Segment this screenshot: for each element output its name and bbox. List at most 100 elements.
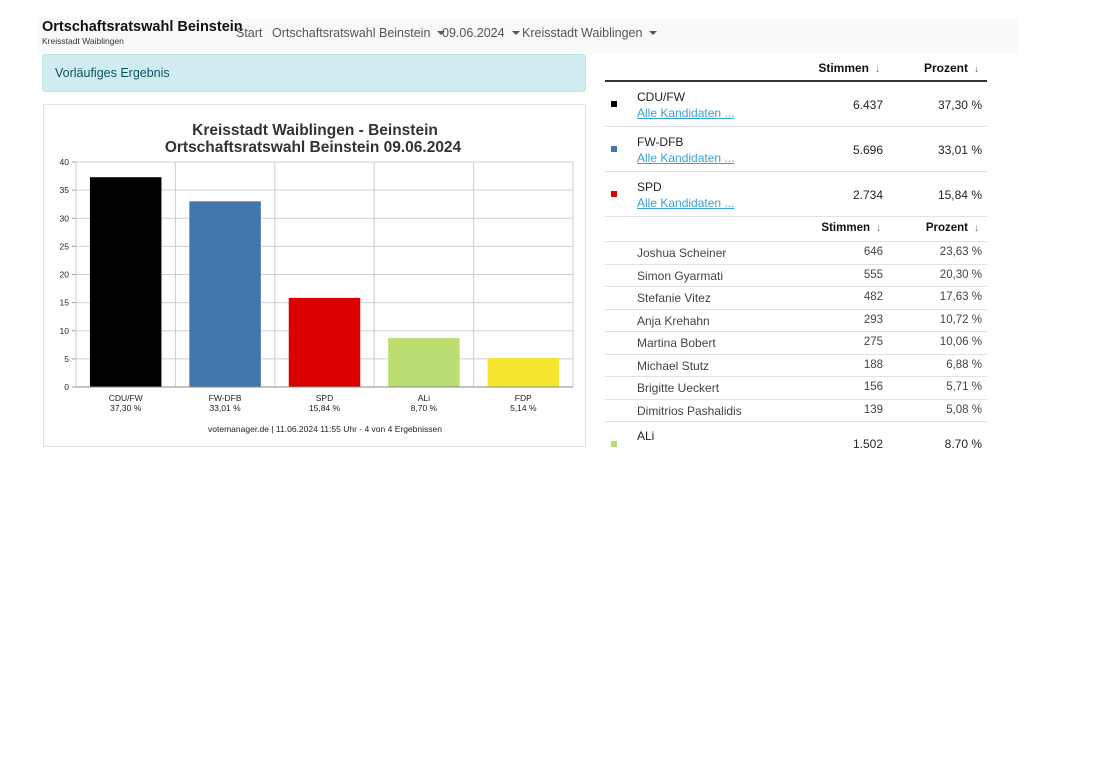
x-percent-label: 33,01 % — [209, 403, 241, 413]
party-percent: 8.70 % — [944, 437, 982, 451]
nav-election-dropdown[interactable]: Ortschaftsratswahl Beinstein — [272, 26, 446, 40]
candidate-votes-header-label: Stimmen — [821, 222, 870, 234]
chart-bar — [288, 297, 361, 387]
party-name: SPD — [637, 180, 662, 194]
x-category-label: FW-DFB — [209, 393, 242, 403]
chevron-down-icon — [511, 31, 520, 35]
candidate-name: Michael Stutz — [637, 358, 710, 373]
candidate-row: Joshua Scheiner 646 23,63 % — [605, 242, 987, 265]
table-header: Stimmen ↓ Prozent ↓ — [605, 54, 987, 82]
candidate-percent: 23,63 % — [939, 246, 982, 258]
candidate-name: Anja Krehahn — [637, 313, 710, 328]
candidate-votes: 139 — [863, 403, 883, 416]
y-tick-label: 30 — [60, 213, 70, 223]
party-votes: 2.734 — [852, 188, 883, 202]
x-percent-label: 5,14 % — [510, 403, 537, 413]
party-color-square-icon — [611, 191, 617, 197]
candidate-name: Brigitte Ueckert — [637, 381, 720, 395]
party-row-ali: ALi 1.502 8.70 % — [605, 422, 987, 451]
nav-region-label: Kreisstadt Waiblingen — [522, 26, 643, 40]
party-votes: 5.696 — [852, 143, 883, 157]
party-row: FW-DFB Alle Kandidaten ... 5.696 33,01 % — [605, 127, 987, 172]
candidate-row: Dimitrios Pashalidis 139 5,08 % — [605, 400, 987, 422]
chevron-down-icon — [649, 31, 658, 35]
all-candidates-link[interactable]: Alle Kandidaten ... — [637, 196, 735, 210]
y-tick-label: 35 — [60, 185, 70, 195]
chart-card: Kreisstadt Waiblingen - Beinstein Ortsch… — [43, 104, 586, 447]
candidate-percent: 5,71 % — [946, 381, 982, 393]
candidate-percent-column-header[interactable]: Prozent ↓ — [926, 222, 979, 234]
candidate-votes: 646 — [863, 246, 883, 258]
candidate-votes: 293 — [863, 313, 883, 326]
sort-arrow-icon: ↓ — [974, 64, 979, 75]
candidate-percent: 17,63 % — [939, 291, 982, 303]
party-votes: 1.502 — [852, 437, 883, 451]
sort-arrow-icon: ↓ — [876, 223, 881, 234]
party-color-square-icon — [611, 101, 617, 107]
chart-title: Kreisstadt Waiblingen - Beinstein — [192, 122, 438, 139]
votes-header-label: Stimmen — [818, 61, 869, 75]
party-votes: 6.437 — [852, 98, 883, 112]
alert-text: Vorläufiges Ergebnis — [55, 66, 170, 80]
party-name: ALi — [637, 429, 655, 443]
nav-date-label: 09.06.2024 — [442, 26, 505, 40]
party-name: FW-DFB — [637, 135, 684, 149]
votes-column-header[interactable]: Stimmen ↓ — [818, 61, 880, 75]
nav-region-dropdown[interactable]: Kreisstadt Waiblingen — [522, 26, 658, 40]
preliminary-result-alert: Vorläufiges Ergebnis — [42, 54, 586, 92]
y-tick-label: 10 — [60, 326, 70, 336]
brand[interactable]: Ortschaftsratswahl Beinstein Kreisstadt … — [42, 18, 243, 47]
results-bar-chart: Kreisstadt Waiblingen - Beinstein Ortsch… — [60, 122, 574, 434]
all-candidates-link[interactable]: Alle Kandidaten ... — [637, 151, 735, 165]
candidate-percent: 6,88 % — [946, 358, 982, 371]
party-percent: 15,84 % — [937, 188, 982, 202]
candidate-name: Joshua Scheiner — [637, 246, 727, 260]
brand-title[interactable]: Ortschaftsratswahl Beinstein — [42, 19, 243, 35]
nav-start[interactable]: Start — [236, 26, 262, 40]
party-row: SPD Alle Kandidaten ... 2.734 15,84 % — [605, 172, 987, 217]
percent-header-label: Prozent — [923, 61, 968, 75]
percent-column-header[interactable]: Prozent ↓ — [924, 61, 979, 75]
candidate-name: Simon Gyarmati — [637, 268, 724, 283]
nav-date-dropdown[interactable]: 09.06.2024 — [442, 26, 520, 40]
brand-subtitle: Kreisstadt Waiblingen — [42, 36, 124, 46]
candidate-row: Martina Bobert 275 10,06 % — [605, 332, 987, 355]
party-row: CDU/FW Alle Kandidaten ... 6.437 37,30 % — [605, 82, 987, 127]
candidate-votes: 275 — [863, 336, 883, 348]
candidate-percent: 20,30 % — [939, 268, 982, 281]
candidate-percent: 5,08 % — [946, 403, 982, 416]
x-category-label: CDU/FW — [109, 393, 143, 403]
y-tick-label: 0 — [64, 382, 69, 392]
chart-bar — [89, 177, 162, 387]
candidate-row: Brigitte Ueckert 156 5,71 % — [605, 377, 987, 400]
y-tick-label: 5 — [64, 354, 69, 364]
candidate-name: Martina Bobert — [637, 336, 716, 350]
y-tick-label: 25 — [60, 241, 70, 251]
x-percent-label: 15,84 % — [309, 403, 341, 413]
chevron-down-icon — [437, 31, 446, 35]
candidate-percent: 10,72 % — [939, 313, 982, 326]
chart-bar — [189, 201, 261, 387]
x-category-label: ALi — [418, 393, 430, 403]
nav-election-label: Ortschaftsratswahl Beinstein — [272, 26, 431, 40]
all-candidates-link[interactable]: Alle Kandidaten ... — [637, 106, 735, 120]
candidate-name: Dimitrios Pashalidis — [637, 403, 742, 418]
party-percent: 37,30 % — [937, 98, 982, 112]
chart-subtitle: Ortschaftsratswahl Beinstein 09.06.2024 — [165, 139, 462, 156]
chart-bar — [388, 338, 460, 387]
y-tick-label: 20 — [60, 270, 70, 280]
chart-bar — [487, 358, 560, 387]
nav-start-label: Start — [236, 26, 263, 40]
candidate-votes: 482 — [863, 291, 883, 303]
candidate-table-header: Stimmen ↓ Prozent ↓ — [605, 216, 987, 242]
sort-arrow-icon: ↓ — [974, 223, 979, 234]
sort-arrow-icon: ↓ — [875, 64, 880, 75]
x-percent-label: 37,30 % — [110, 403, 142, 413]
navbar: Ortschaftsratswahl Beinstein Kreisstadt … — [37, 18, 1019, 54]
y-tick-label: 40 — [60, 157, 70, 167]
candidate-votes: 555 — [863, 268, 883, 281]
chart-footer: votemanager.de | 11.06.2024 11:55 Uhr - … — [208, 424, 442, 434]
candidate-votes: 156 — [863, 381, 883, 393]
candidate-votes-column-header[interactable]: Stimmen ↓ — [821, 222, 881, 234]
candidate-row: Simon Gyarmati 555 20,30 % — [605, 265, 987, 287]
